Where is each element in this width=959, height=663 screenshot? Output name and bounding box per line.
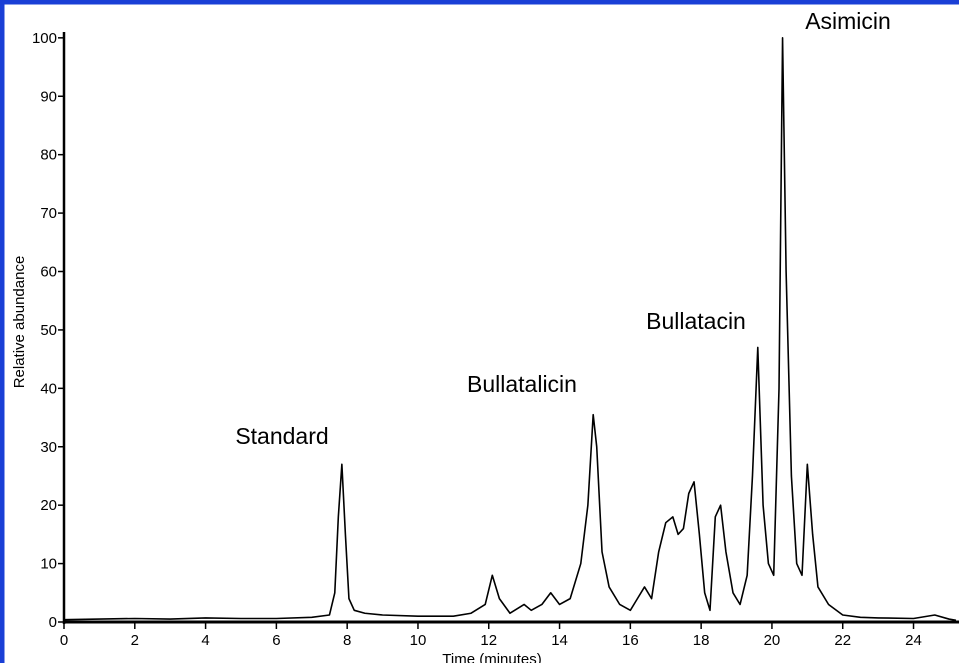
- x-tick-label: 8: [343, 632, 351, 649]
- peak-label: Bullatalicin: [467, 371, 577, 397]
- y-tick-label: 60: [40, 264, 57, 281]
- y-tick-label: 10: [40, 556, 57, 573]
- y-tick-label: 0: [49, 614, 57, 631]
- peak-label: Asimicin: [805, 8, 891, 34]
- x-axis-title: Time (minutes): [442, 651, 541, 663]
- y-tick-label: 80: [40, 147, 57, 164]
- x-tick-label: 0: [60, 632, 68, 649]
- peak-label: Standard: [235, 423, 328, 449]
- x-tick-label: 18: [693, 632, 710, 649]
- x-tick-label: 2: [131, 632, 139, 649]
- x-tick-label: 22: [834, 632, 851, 649]
- peak-label: Bullatacin: [646, 308, 746, 334]
- x-tick-label: 20: [764, 632, 781, 649]
- x-tick-label: 4: [201, 632, 209, 649]
- y-tick-label: 100: [32, 30, 57, 47]
- y-tick-label: 50: [40, 322, 57, 339]
- y-tick-label: 40: [40, 380, 57, 397]
- y-tick-label: 30: [40, 439, 57, 456]
- y-tick-label: 20: [40, 497, 57, 514]
- x-tick-label: 16: [622, 632, 639, 649]
- x-tick-label: 10: [410, 632, 427, 649]
- y-tick-label: 90: [40, 88, 57, 105]
- x-tick-label: 24: [905, 632, 922, 649]
- x-tick-label: 12: [480, 632, 497, 649]
- x-tick-label: 6: [272, 632, 280, 649]
- y-axis-title: Relative abundance: [11, 256, 28, 389]
- chromatogram-line: [63, 37, 957, 622]
- y-tick-label: 70: [40, 205, 57, 222]
- x-tick-label: 14: [551, 632, 568, 649]
